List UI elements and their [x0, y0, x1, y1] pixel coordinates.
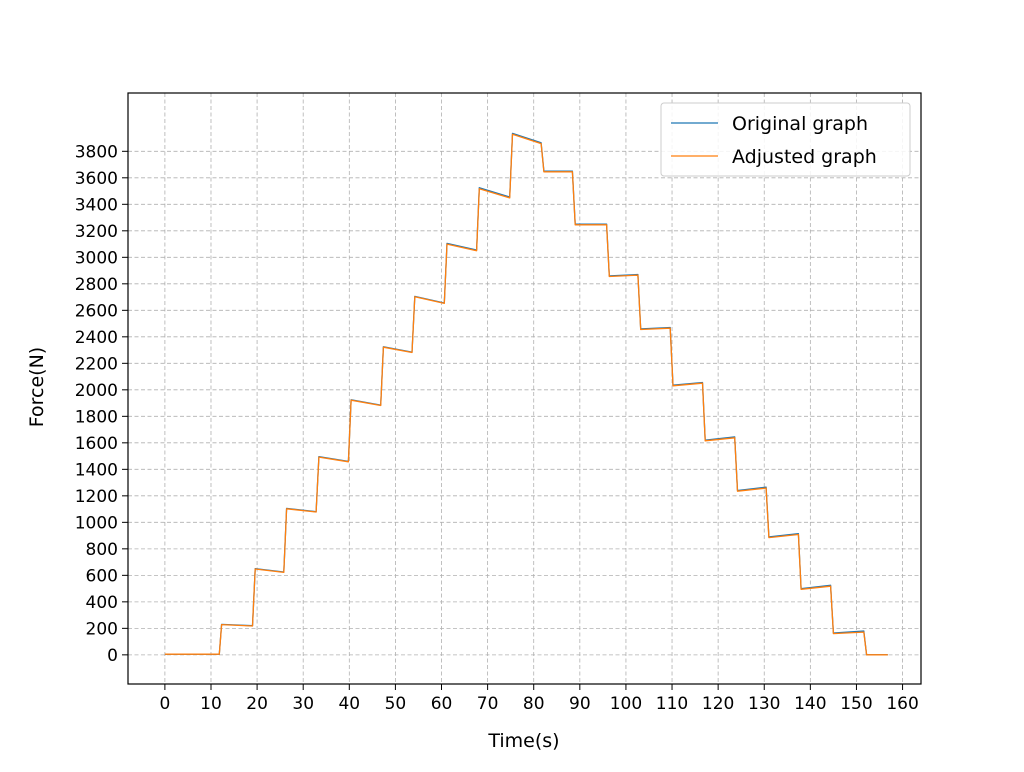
x-tick-label: 90	[569, 694, 591, 714]
x-tick-label: 130	[748, 694, 780, 714]
y-tick-label: 2600	[75, 301, 118, 321]
y-tick-label: 3400	[75, 195, 118, 215]
x-tick-label: 50	[385, 694, 407, 714]
y-tick-label: 200	[86, 619, 118, 639]
ticks: 0 10 20 30 40 50 60 70 80 90 100 110 120 130 140 150 160…	[75, 142, 919, 714]
y-tick-label: 3000	[75, 248, 118, 268]
x-tick-label: 150	[840, 694, 872, 714]
x-tick-label: 70	[477, 694, 499, 714]
plot-frame	[127, 92, 922, 685]
legend: Original graph Adjusted graph	[660, 102, 911, 177]
x-tick-label: 120	[702, 694, 734, 714]
legend-box	[660, 102, 911, 177]
y-tick-label: 2000	[75, 381, 118, 401]
legend-label: Original graph	[732, 113, 868, 135]
y-tick-label: 800	[86, 540, 118, 560]
y-tick-label: 0	[107, 646, 118, 666]
grid	[128, 93, 921, 684]
x-axis-label: Time(s)	[487, 730, 559, 752]
y-tick-label: 400	[86, 593, 118, 613]
y-tick-label: 3800	[75, 142, 118, 162]
y-tick-label: 3200	[75, 222, 118, 242]
series-layer	[164, 132, 888, 656]
series-line-adjusted	[164, 133, 888, 656]
y-tick-label: 2200	[75, 354, 118, 374]
x-tick-label: 60	[431, 694, 453, 714]
y-tick-label: 3600	[75, 169, 118, 189]
y-tick-label: 1600	[75, 434, 118, 454]
x-tick-label: 0	[159, 694, 170, 714]
x-tick-label: 110	[656, 694, 688, 714]
y-axis-label: Force(N)	[26, 347, 48, 427]
y-tick-label: 1800	[75, 407, 118, 427]
x-tick-label: 30	[292, 694, 314, 714]
legend-label: Adjusted graph	[732, 146, 877, 168]
y-tick-label: 1200	[75, 487, 118, 507]
y-tick-label: 1400	[75, 460, 118, 480]
y-tick-label: 600	[86, 566, 118, 586]
y-tick-label: 1000	[75, 513, 118, 533]
y-tick-label: 2400	[75, 328, 118, 348]
x-tick-label: 40	[338, 694, 360, 714]
x-tick-label: 10	[200, 694, 222, 714]
x-tick-label: 140	[794, 694, 826, 714]
x-tick-label: 160	[886, 694, 918, 714]
y-tick-label: 2800	[75, 275, 118, 295]
x-tick-label: 80	[523, 694, 545, 714]
x-tick-label: 20	[246, 694, 268, 714]
x-tick-label: 100	[610, 694, 642, 714]
